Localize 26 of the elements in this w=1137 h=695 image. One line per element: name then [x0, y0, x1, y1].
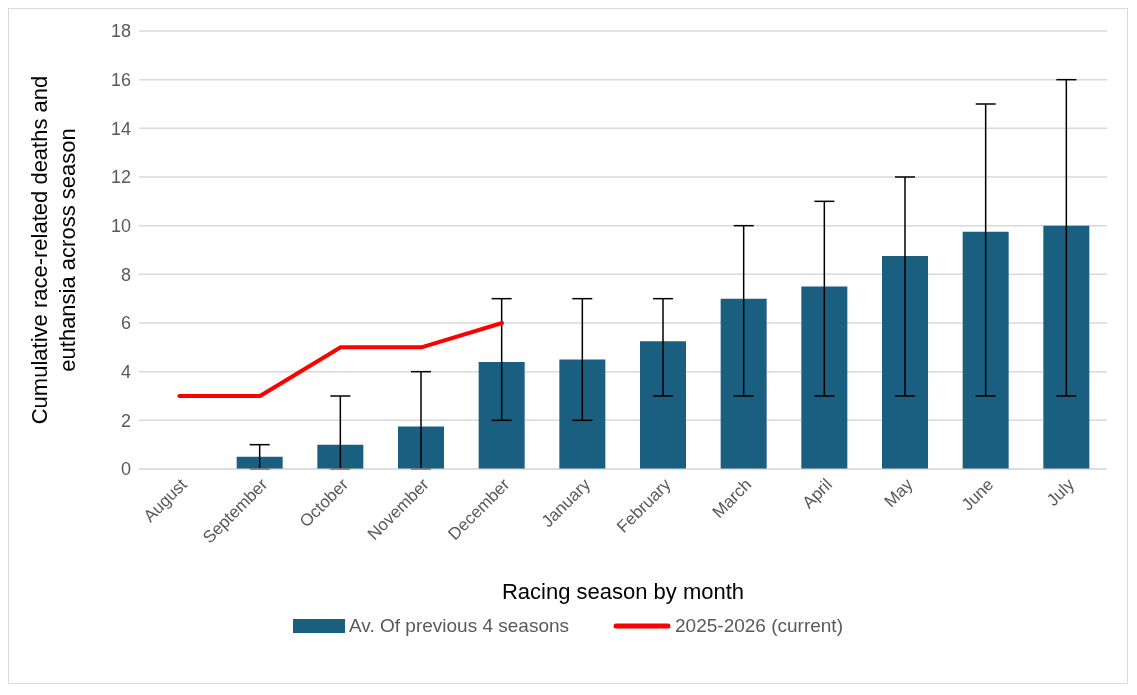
x-tick-label: July [1043, 474, 1079, 510]
y-tick-label: 16 [110, 70, 131, 91]
bar [962, 231, 1009, 469]
bar [801, 286, 848, 469]
bar [882, 256, 928, 469]
y-axis-title: Cumulative race-related deaths and euthansia across season [27, 75, 80, 425]
bar [559, 359, 606, 469]
legend-label: Av. Of previous 4 seasons [349, 615, 570, 637]
y-tick-label: 8 [120, 264, 131, 285]
bar [1043, 225, 1090, 469]
y-tick-label: 10 [110, 216, 131, 237]
bar [720, 298, 767, 469]
y-tick-label: 12 [110, 167, 131, 188]
y-tick-label: 18 [110, 21, 131, 42]
bar [398, 426, 444, 469]
y-tick-label: 2 [120, 410, 131, 431]
y-tick-label: 0 [120, 459, 131, 480]
x-axis-title: Racing season by month [501, 579, 745, 604]
y-tick-label: 4 [120, 362, 131, 383]
legend-label: 2025-2026 (current) [675, 615, 843, 637]
y-tick-label: 14 [110, 118, 131, 139]
bar [317, 444, 364, 469]
x-tick-label: May [880, 474, 918, 512]
y-tick-label: 6 [120, 313, 131, 334]
bar [640, 341, 686, 469]
bar [478, 361, 525, 469]
